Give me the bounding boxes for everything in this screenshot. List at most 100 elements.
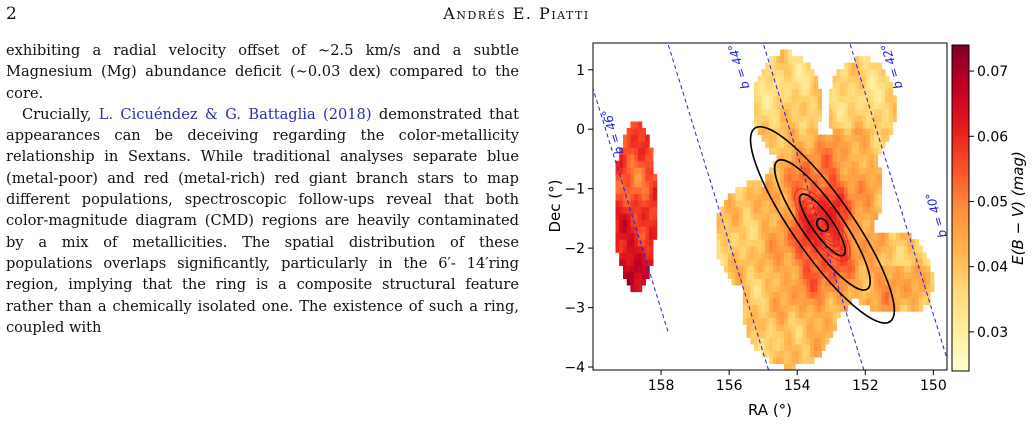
map-cell	[825, 160, 830, 168]
map-cell	[615, 193, 620, 201]
map-cell	[810, 167, 815, 175]
map-cell	[791, 285, 796, 293]
map-cell	[813, 232, 819, 240]
map-cell	[802, 75, 807, 83]
citation-link[interactable]: L. Cicuéndez & G. Battaglia (2018)	[98, 105, 372, 123]
map-cell	[619, 213, 624, 221]
map-cell	[832, 291, 837, 299]
map-cell	[866, 167, 871, 175]
map-cell	[870, 62, 875, 70]
map-cell	[840, 147, 845, 155]
map-cell	[892, 245, 897, 253]
map-cell	[757, 343, 762, 351]
map-cell	[641, 245, 646, 253]
map-cell	[877, 134, 882, 142]
map-cell	[832, 88, 837, 96]
map-cell	[866, 62, 871, 70]
map-cell	[840, 160, 845, 168]
map-cell	[720, 245, 725, 253]
map-cell	[825, 298, 830, 306]
map-cell	[795, 200, 800, 208]
map-cell	[780, 75, 785, 83]
map-cell	[784, 337, 789, 345]
map-cell	[840, 167, 845, 175]
map-cell	[873, 239, 879, 247]
map-cell	[754, 239, 759, 247]
map-cell	[911, 271, 916, 279]
map-cell	[817, 206, 822, 214]
map-cell	[832, 160, 837, 168]
map-cell	[769, 141, 774, 149]
map-cell	[720, 219, 725, 227]
map-cell	[862, 265, 867, 273]
map-cell	[866, 134, 871, 142]
map-cell	[873, 154, 879, 162]
map-cell	[780, 219, 785, 227]
map-cell	[862, 160, 867, 168]
map-cell	[757, 108, 762, 116]
map-cell	[769, 258, 774, 266]
map-cell	[754, 121, 759, 129]
map-cell	[866, 186, 871, 194]
map-cell	[858, 114, 864, 122]
map-cell	[754, 271, 759, 279]
map-cell	[877, 271, 882, 279]
map-cell	[862, 108, 867, 116]
map-cell	[765, 101, 770, 109]
map-cell	[866, 82, 871, 90]
map-cell	[843, 291, 849, 299]
latitude-line	[593, 86, 669, 332]
map-cell	[915, 278, 920, 286]
map-cell	[881, 265, 886, 273]
map-cell	[813, 154, 819, 162]
map-cell	[795, 278, 800, 286]
map-cell	[772, 298, 777, 306]
map-cell	[806, 134, 811, 142]
map-cell	[802, 121, 807, 129]
map-cell	[907, 291, 912, 299]
map-cell	[847, 206, 852, 214]
map-cell	[780, 311, 785, 319]
map-cell	[727, 239, 733, 247]
black-density-contour	[798, 193, 846, 257]
map-cell	[828, 114, 834, 122]
map-cell	[855, 114, 860, 122]
map-cell	[832, 82, 837, 90]
map-cell	[862, 141, 867, 149]
map-cell	[720, 252, 725, 260]
map-cell	[855, 69, 860, 77]
map-cell	[772, 206, 777, 214]
map-cell	[637, 147, 643, 155]
map-cell	[903, 304, 909, 312]
map-cell	[896, 252, 901, 260]
map-cell	[637, 180, 643, 188]
map-cell	[817, 101, 822, 109]
map-cell	[847, 239, 852, 247]
map-cell	[881, 121, 886, 129]
map-cell	[619, 154, 624, 162]
map-cell	[784, 186, 789, 194]
map-cell	[791, 128, 796, 136]
map-cell	[765, 82, 770, 90]
map-cell	[780, 154, 785, 162]
map-cell	[645, 252, 650, 260]
map-cell	[825, 271, 830, 279]
map-cell	[802, 330, 807, 338]
paragraph-2-text: demonstrated that appearances can be dec…	[6, 105, 519, 336]
map-cell	[843, 252, 849, 260]
map-cell	[724, 200, 729, 208]
map-cell	[855, 291, 860, 299]
map-cell	[858, 121, 864, 129]
map-cell	[903, 258, 909, 266]
map-cell	[851, 219, 856, 227]
map-cell	[795, 121, 800, 129]
map-cell	[828, 160, 834, 168]
map-cell	[855, 258, 860, 266]
map-cell	[761, 101, 766, 109]
map-cell	[892, 101, 897, 109]
map-cell	[757, 317, 762, 325]
map-cell	[885, 304, 890, 312]
map-cell	[918, 291, 923, 299]
map-cell	[787, 75, 792, 83]
map-cell	[847, 75, 852, 83]
